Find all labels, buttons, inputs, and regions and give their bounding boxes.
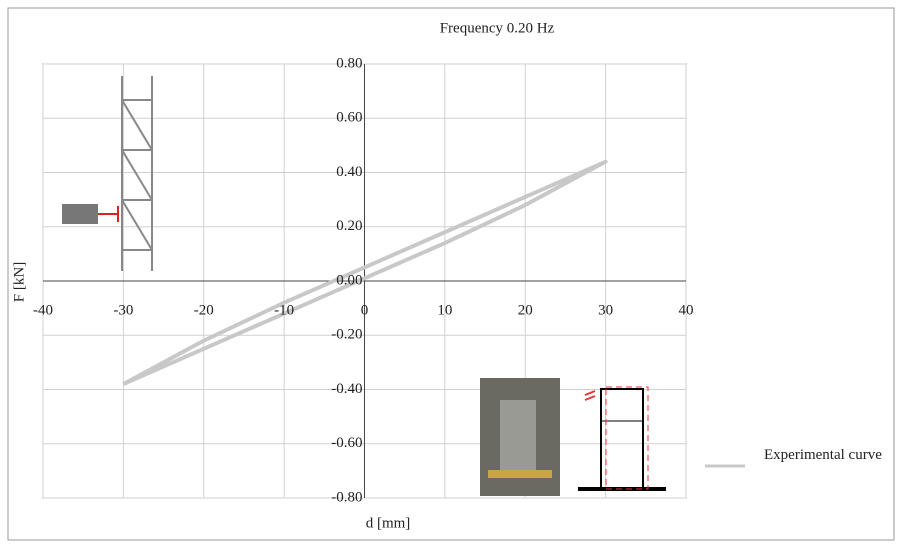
x-tick-label: -10 <box>274 302 294 318</box>
legend-label: Experimental curve <box>764 447 882 463</box>
chart-title: Frequency 0.20 Hz <box>440 20 555 36</box>
data-line <box>122 159 608 386</box>
x-tick-label: -30 <box>113 302 133 318</box>
y-tick-label: -0.80 <box>331 489 362 505</box>
y-tick-label: -0.40 <box>331 381 362 397</box>
x-tick-label: -20 <box>194 302 214 318</box>
frame <box>7 7 895 541</box>
x-tick-label: -40 <box>33 302 53 318</box>
y-tick-label: 0.20 <box>336 218 362 234</box>
x-tick-label: 0 <box>361 302 369 318</box>
x-tick-label: 20 <box>518 302 533 318</box>
y-tick-label: 0.40 <box>336 164 362 180</box>
plot <box>122 159 608 386</box>
frame-inset <box>578 386 666 491</box>
grid <box>42 63 687 499</box>
x-tick-label: 40 <box>679 302 694 318</box>
y-tick-label: 0.00 <box>336 272 362 288</box>
x-axis-label: d [mm] <box>366 515 411 531</box>
x-tick-label: 10 <box>437 302 452 318</box>
y-tick-label: 0.80 <box>336 55 362 71</box>
photo-inset <box>480 378 560 496</box>
y-tick-label: -0.60 <box>331 435 362 451</box>
y-tick-label: 0.60 <box>336 110 362 126</box>
truss-inset <box>62 76 153 271</box>
y-axis-label: F [kN] <box>11 262 27 302</box>
y-tick-label: -0.20 <box>331 327 362 343</box>
x-tick-label: 30 <box>598 302 613 318</box>
